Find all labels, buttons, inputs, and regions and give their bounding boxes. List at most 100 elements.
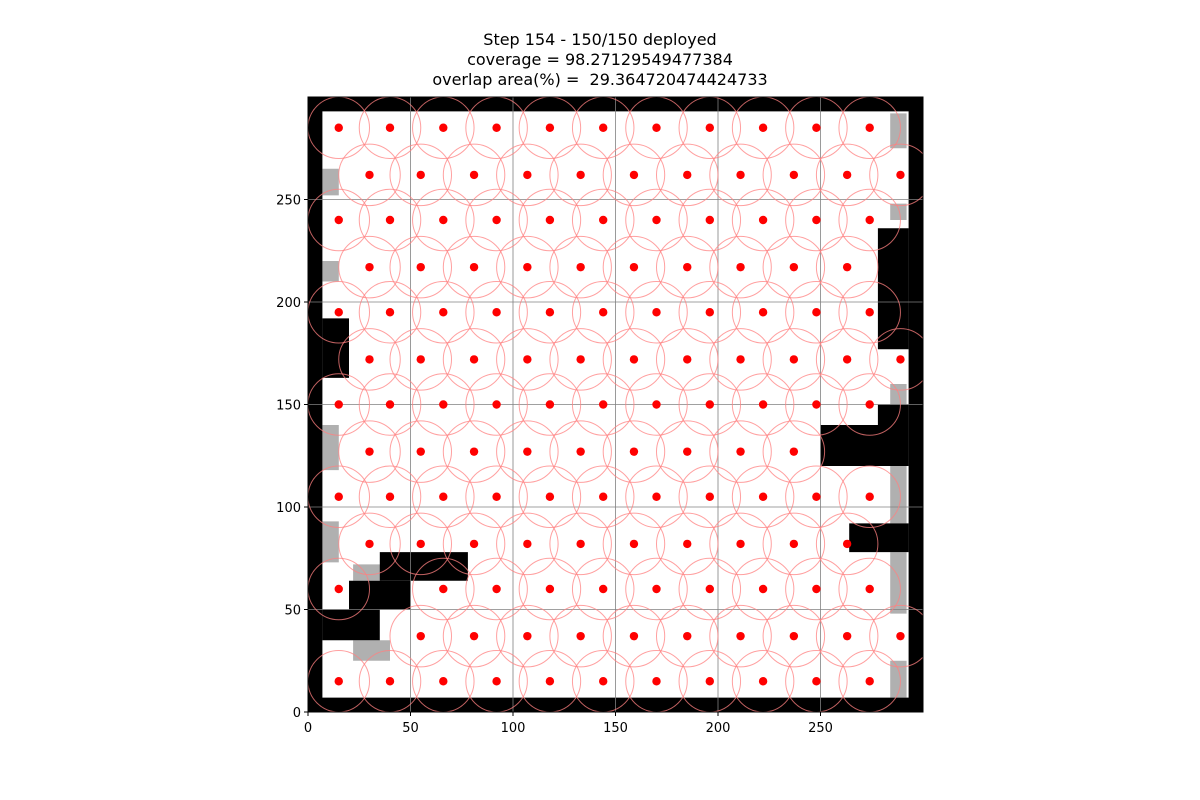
sensor-point-92 [705, 492, 714, 501]
sensor-point-57 [523, 355, 532, 364]
sensor-range-66 [358, 373, 422, 436]
sensor-point-101 [629, 539, 639, 549]
sensor-point-25 [492, 215, 501, 225]
sensor-range-118 [496, 604, 559, 668]
sensor-range-2 [412, 97, 475, 159]
sensor-point-52 [812, 308, 821, 317]
sensor-range-31 [785, 188, 848, 252]
sensor-point-135 [812, 677, 821, 686]
sensor-point-56 [469, 355, 479, 364]
sensor-range-25 [465, 188, 528, 252]
sensor-point-94 [812, 492, 821, 501]
axes: 0 50 100 150 200 250 0 50 100 150 200 250 [276, 96, 924, 736]
sensor-point-53 [865, 308, 874, 317]
sensor-point-10 [865, 123, 874, 132]
sensor-point-108 [492, 584, 501, 594]
y-tick-label-150: 150 [276, 399, 301, 414]
sensor-point-109 [545, 584, 555, 594]
sensor-point-6 [652, 123, 661, 132]
sensor-range-26 [518, 188, 582, 252]
chart-title: Step 154 - 150/150 deployed coverage = 9… [0, 30, 1200, 90]
sensor-point-38 [629, 262, 639, 272]
sensor-range-119 [549, 604, 612, 668]
obstacle-2 [877, 228, 909, 350]
sensor-point-50 [705, 308, 714, 317]
uncovered-region-7 [890, 203, 907, 220]
title-line-step: Step 154 - 150/150 deployed [483, 30, 717, 49]
sensor-point-86 [385, 492, 395, 501]
sensor-range-88 [465, 465, 528, 528]
sensor-point-136 [865, 677, 874, 686]
sensor-point-33 [365, 262, 374, 272]
sensor-point-129 [492, 677, 501, 686]
sensor-range-22 [308, 188, 370, 252]
sensor-point-87 [439, 492, 448, 501]
sensor-point-5 [599, 123, 608, 132]
sensor-range-1 [358, 97, 422, 159]
sensor-range-99 [496, 512, 559, 576]
y-tick-label-250: 250 [276, 194, 301, 209]
sensor-range-105 [815, 512, 879, 576]
sensor-range-53 [838, 281, 901, 344]
sensor-range-128 [412, 650, 475, 712]
obstacle-8 [322, 609, 380, 641]
sensor-range-130 [518, 650, 582, 712]
sensor-point-23 [385, 215, 395, 225]
sensor-point-17 [683, 170, 692, 180]
sensor-range-115 [838, 557, 901, 621]
sensor-range-0 [308, 97, 370, 159]
sensor-point-70 [599, 400, 608, 409]
sensor-range-93 [731, 465, 795, 528]
sensor-point-77 [416, 447, 425, 456]
obstacle-1 [322, 318, 349, 378]
sensor-range-135 [785, 650, 848, 712]
sensor-point-82 [683, 447, 692, 456]
sensor-range-52 [785, 281, 848, 344]
sensor-point-122 [736, 631, 745, 641]
sensor-range-12 [389, 143, 452, 207]
sensor-point-131 [599, 677, 608, 686]
sensor-point-30 [758, 215, 768, 225]
sensor-range-60 [656, 328, 719, 391]
sensor-point-134 [758, 677, 768, 686]
sensor-point-74 [812, 400, 821, 409]
sensor-range-120 [602, 604, 666, 668]
sensor-range-107 [412, 557, 475, 621]
sensor-range-24 [412, 188, 475, 252]
sensor-points [334, 123, 905, 686]
x-tick-label-50: 50 [402, 721, 419, 736]
x-tick-label-100: 100 [501, 721, 526, 736]
sensor-point-63 [842, 355, 852, 364]
sensor-range-90 [571, 465, 635, 528]
sensor-point-22 [334, 215, 343, 225]
sensor-range-42 [815, 235, 879, 299]
sensor-point-105 [842, 539, 852, 549]
sensor-range-58 [549, 328, 612, 391]
sensor-range-9 [785, 97, 848, 159]
sensor-range-14 [496, 143, 559, 207]
sensor-point-102 [683, 539, 692, 549]
sensor-point-111 [652, 584, 661, 594]
sensor-point-83 [736, 447, 745, 456]
sensor-range-19 [762, 143, 826, 207]
sensor-range-131 [571, 650, 635, 712]
sensor-point-106 [334, 584, 343, 594]
sensor-range-78 [442, 420, 506, 483]
sensor-range-92 [678, 465, 742, 528]
sensor-range-16 [602, 143, 666, 207]
sensor-range-43 [308, 281, 370, 344]
sensor-point-13 [469, 170, 479, 180]
sensor-point-3 [492, 123, 501, 132]
sensor-range-51 [731, 281, 795, 344]
sensor-point-44 [385, 308, 395, 317]
sensor-range-62 [762, 328, 826, 391]
sensor-point-98 [469, 539, 479, 549]
uncovered-region-10 [890, 552, 907, 614]
sensor-range-117 [442, 604, 506, 668]
sensor-range-59 [602, 328, 666, 391]
sensor-range-70 [571, 373, 635, 436]
sensor-point-69 [545, 400, 555, 409]
sensor-range-114 [785, 557, 848, 621]
sensor-range-109 [518, 557, 582, 621]
sensor-point-76 [365, 447, 374, 456]
